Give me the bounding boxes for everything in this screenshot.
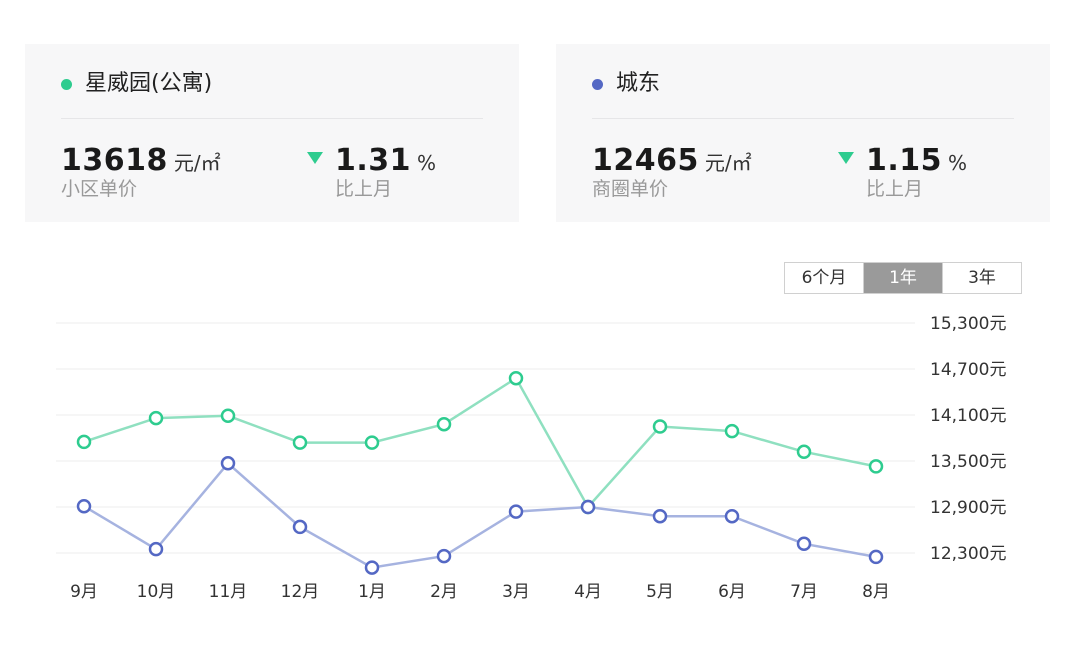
district-price-value: 12465: [592, 143, 699, 178]
y-tick-label: 15,300元: [930, 314, 1006, 334]
district-data-point: [292, 519, 308, 535]
district-legend-dot-icon: [592, 79, 603, 90]
community-change-unit: %: [417, 151, 437, 175]
x-tick-label: 3月: [502, 582, 530, 602]
community-data-point: [220, 408, 236, 424]
community-data-point: [148, 410, 164, 426]
district-price-block: 12465 元/㎡ 商圈单价: [592, 144, 752, 201]
district-data-point: [868, 549, 884, 565]
range-tab-3-years[interactable]: 3年: [942, 263, 1021, 293]
community-data-point: [364, 435, 380, 450]
community-price-card: 星威园(公寓) 13618 元/㎡ 小区单价 1.31 % 比上月: [25, 44, 519, 222]
district-name: 城东: [616, 71, 661, 96]
community-change-value: 1.31: [335, 143, 412, 178]
community-price-value: 13618: [61, 143, 168, 178]
y-tick-label: 14,100元: [930, 406, 1006, 426]
x-tick-label: 10月: [137, 582, 176, 602]
community-data-point: [724, 423, 740, 439]
district-data-point: [508, 504, 524, 519]
district-change-unit: %: [948, 151, 968, 175]
district-data-point: [436, 548, 452, 564]
district-change-block: 1.15 % 比上月: [838, 144, 967, 201]
community-price-label: 小区单价: [61, 178, 138, 200]
down-triangle-icon: [307, 152, 323, 164]
community-price-block: 13618 元/㎡ 小区单价: [61, 144, 221, 201]
community-legend-dot-icon: [61, 79, 72, 90]
x-tick-label: 8月: [862, 582, 890, 602]
y-tick-label: 14,700元: [930, 360, 1006, 380]
x-tick-label: 12月: [281, 582, 320, 602]
district-series-line: [83, 461, 877, 569]
card-header: 星威园(公寓): [61, 70, 483, 119]
x-tick-label: 6月: [718, 582, 746, 602]
community-series-line: [83, 376, 877, 510]
district-change-label: 比上月: [866, 178, 924, 200]
time-range-selector: 6个月 1年 3年: [784, 262, 1022, 294]
community-data-point: [796, 444, 812, 460]
x-tick-label: 5月: [646, 582, 674, 602]
community-change-block: 1.31 % 比上月: [307, 144, 436, 201]
x-tick-label: 9月: [70, 582, 98, 602]
district-data-point: [652, 508, 668, 524]
district-price-card: 城东 12465 元/㎡ 商圈单价 1.15 % 比上月: [556, 44, 1050, 222]
district-data-point: [580, 499, 596, 515]
y-tick-label: 12,900元: [930, 498, 1006, 518]
district-data-point: [220, 456, 236, 471]
district-change-value: 1.15: [866, 143, 943, 178]
card-header: 城东: [592, 70, 1014, 119]
y-tick-label: 12,300元: [930, 544, 1006, 564]
community-data-point: [508, 370, 524, 386]
district-data-point: [364, 560, 380, 575]
price-trend-chart: 15,300元 14,700元 14,100元 13,500元 12,900元 12,30…: [56, 314, 1006, 602]
x-tick-label: 7月: [790, 582, 818, 602]
x-tick-label: 4月: [574, 582, 602, 602]
community-price-unit: 元/㎡: [173, 151, 221, 175]
district-data-point: [796, 536, 812, 552]
community-change-label: 比上月: [335, 178, 393, 200]
district-price-unit: 元/㎡: [704, 151, 752, 175]
down-triangle-icon: [838, 152, 854, 164]
district-data-point: [148, 541, 164, 557]
district-price-label: 商圈单价: [592, 178, 669, 200]
community-data-point: [292, 435, 308, 450]
district-data-point: [76, 498, 92, 514]
range-tab-1-year[interactable]: 1年: [863, 263, 942, 293]
district-data-point: [724, 508, 740, 524]
community-name: 星威园(公寓): [85, 71, 213, 96]
range-tab-6-months[interactable]: 6个月: [785, 263, 863, 293]
x-tick-label: 1月: [358, 582, 386, 602]
community-data-point: [436, 416, 452, 432]
community-data-point: [76, 434, 92, 450]
community-data-point: [868, 459, 884, 474]
x-tick-label: 2月: [430, 582, 458, 602]
x-tick-label: 11月: [209, 582, 248, 602]
community-data-point: [652, 419, 668, 434]
y-tick-label: 13,500元: [930, 452, 1006, 472]
